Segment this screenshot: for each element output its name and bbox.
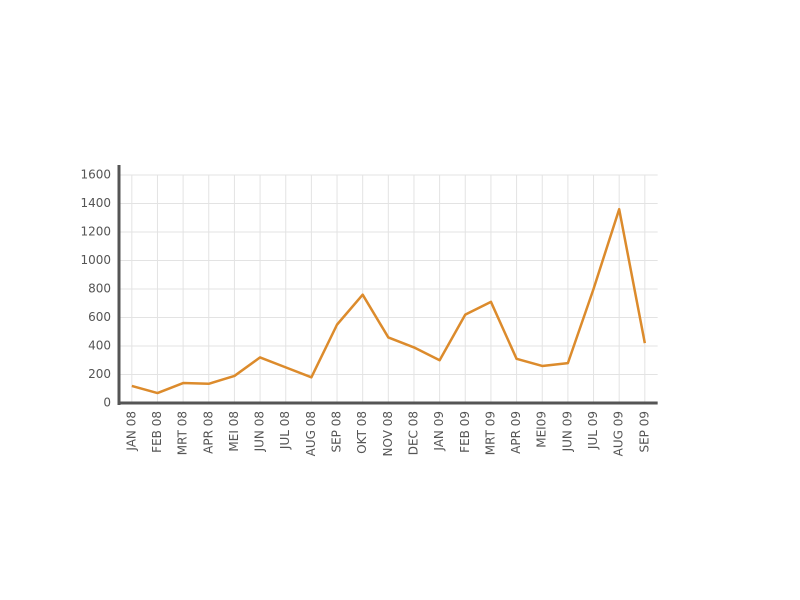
x-tick-label: JUN 08 bbox=[253, 411, 267, 452]
x-tick-label: OKT 08 bbox=[355, 411, 369, 454]
y-tick-label: 1000 bbox=[80, 253, 111, 267]
x-tick-label: JAN 08 bbox=[124, 411, 138, 452]
y-tick-label: 1600 bbox=[80, 168, 111, 182]
x-tick-label: APR 09 bbox=[509, 411, 523, 454]
x-tick-label: MRT 08 bbox=[176, 411, 190, 455]
x-tick-label: JUL 09 bbox=[586, 411, 600, 450]
x-tick-label: FEB 08 bbox=[150, 411, 164, 453]
x-tick-label: MEI 08 bbox=[227, 411, 241, 452]
x-tick-label: MRT 09 bbox=[483, 411, 497, 455]
data-line bbox=[131, 207, 647, 395]
x-tick-label: AUG 09 bbox=[612, 411, 626, 456]
x-tick-label: SEP 09 bbox=[637, 411, 651, 453]
y-tick-label: 600 bbox=[88, 310, 111, 324]
x-tick-label: AUG 08 bbox=[304, 411, 318, 456]
x-tick-label: APR 08 bbox=[201, 411, 215, 454]
y-tick-label: 1200 bbox=[80, 225, 111, 239]
y-tick-label: 400 bbox=[88, 339, 111, 353]
x-tick-label: SEP 08 bbox=[330, 411, 344, 453]
x-tick-label: FEB 09 bbox=[458, 411, 472, 453]
x-tick-label: DEC 08 bbox=[406, 411, 420, 455]
x-tick-label: MEI09 bbox=[535, 411, 549, 448]
y-tick-label: 200 bbox=[88, 367, 111, 381]
y-tick-label: 800 bbox=[88, 282, 111, 296]
y-tick-label: 0 bbox=[103, 396, 111, 410]
x-tick-label: JAN 09 bbox=[432, 411, 446, 452]
x-tick-label: NOV 08 bbox=[381, 411, 395, 457]
x-tick-label: JUN 09 bbox=[560, 411, 574, 452]
y-tick-label: 1400 bbox=[80, 196, 111, 210]
x-tick-label: JUL 08 bbox=[278, 411, 292, 450]
